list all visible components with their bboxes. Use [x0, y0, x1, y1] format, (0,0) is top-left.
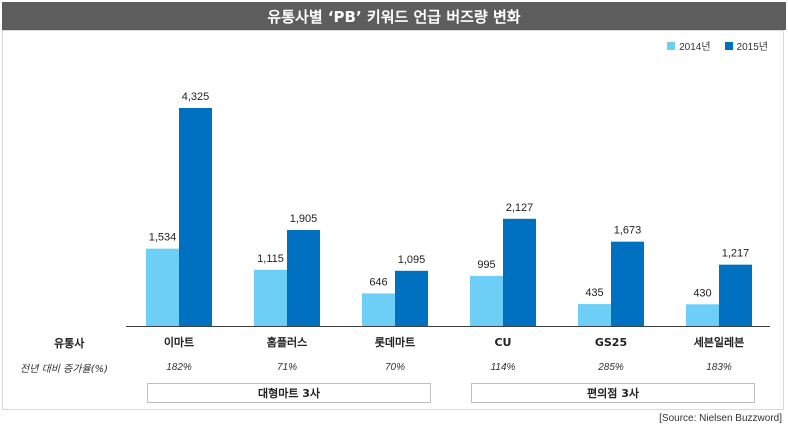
growth-value-5: 183% [706, 362, 732, 373]
bar-2015-5 [719, 264, 752, 326]
data-label-2015-5: 1,217 [722, 248, 750, 260]
category-label-1: 홈플러스 [267, 335, 307, 349]
category-label-3: CU [494, 336, 511, 349]
retailer-row-label: 유통사 [54, 337, 85, 350]
source-note: [Source: Nielsen Buzzword] [659, 413, 782, 424]
bar-2015-3 [503, 218, 536, 326]
legend-swatch-2014 [667, 41, 676, 50]
data-label-2014-5: 430 [693, 287, 711, 299]
bar-2014-3 [470, 275, 503, 326]
bar-2014-0 [146, 248, 179, 326]
legend-label-2015: 2015년 [736, 42, 768, 53]
growth-row-label: 전년 대비 증가율(%) [20, 364, 109, 375]
legend-item-2015: 2015년 [724, 38, 768, 53]
legend-swatch-2015 [724, 41, 733, 50]
legend-label-2014: 2014년 [679, 42, 711, 53]
chart-title: 유통사별 ‘PB’ 키워드 언급 버즈량 변화 [2, 2, 786, 30]
data-label-2015-2: 1,095 [398, 254, 426, 266]
growth-value-1: 71% [277, 362, 297, 373]
category-label-5: 세븐일레븐 [694, 335, 745, 349]
data-label-2014-4: 435 [585, 287, 603, 299]
legend-item-2014: 2014년 [667, 38, 711, 53]
bar-2015-4 [611, 241, 644, 326]
data-label-2014-2: 646 [369, 276, 387, 288]
growth-value-2: 70% [385, 362, 405, 373]
growth-value-0: 182% [166, 362, 192, 373]
data-label-2015-0: 4,325 [182, 91, 210, 103]
group-box-convenience: 편의점 3사 [471, 383, 755, 403]
data-label-2014-1: 1,115 [257, 253, 284, 265]
group-box-hypermarket: 대형마트 3사 [147, 383, 431, 403]
chart-frame [2, 30, 784, 410]
category-label-4: GS25 [595, 336, 627, 349]
legend: 2014년 2015년 [667, 38, 768, 53]
growth-value-3: 114% [491, 362, 516, 373]
category-label-2: 롯데마트 [375, 335, 415, 349]
bar-2014-4 [578, 304, 611, 326]
bar-2015-2 [395, 270, 428, 326]
bar-2014-5 [686, 304, 719, 326]
category-label-0: 이마트 [164, 335, 194, 349]
data-label-2015-1: 1,905 [290, 213, 318, 225]
data-label-2015-3: 2,127 [506, 202, 534, 214]
bar-2014-1 [254, 269, 287, 326]
data-label-2014-0: 1,534 [149, 232, 177, 244]
bar-2014-2 [362, 293, 395, 326]
growth-value-4: 285% [597, 362, 624, 373]
bar-2015-1 [287, 229, 320, 326]
bar-2015-0 [179, 108, 212, 326]
data-label-2014-3: 995 [477, 259, 495, 271]
data-label-2015-4: 1,673 [614, 225, 642, 237]
